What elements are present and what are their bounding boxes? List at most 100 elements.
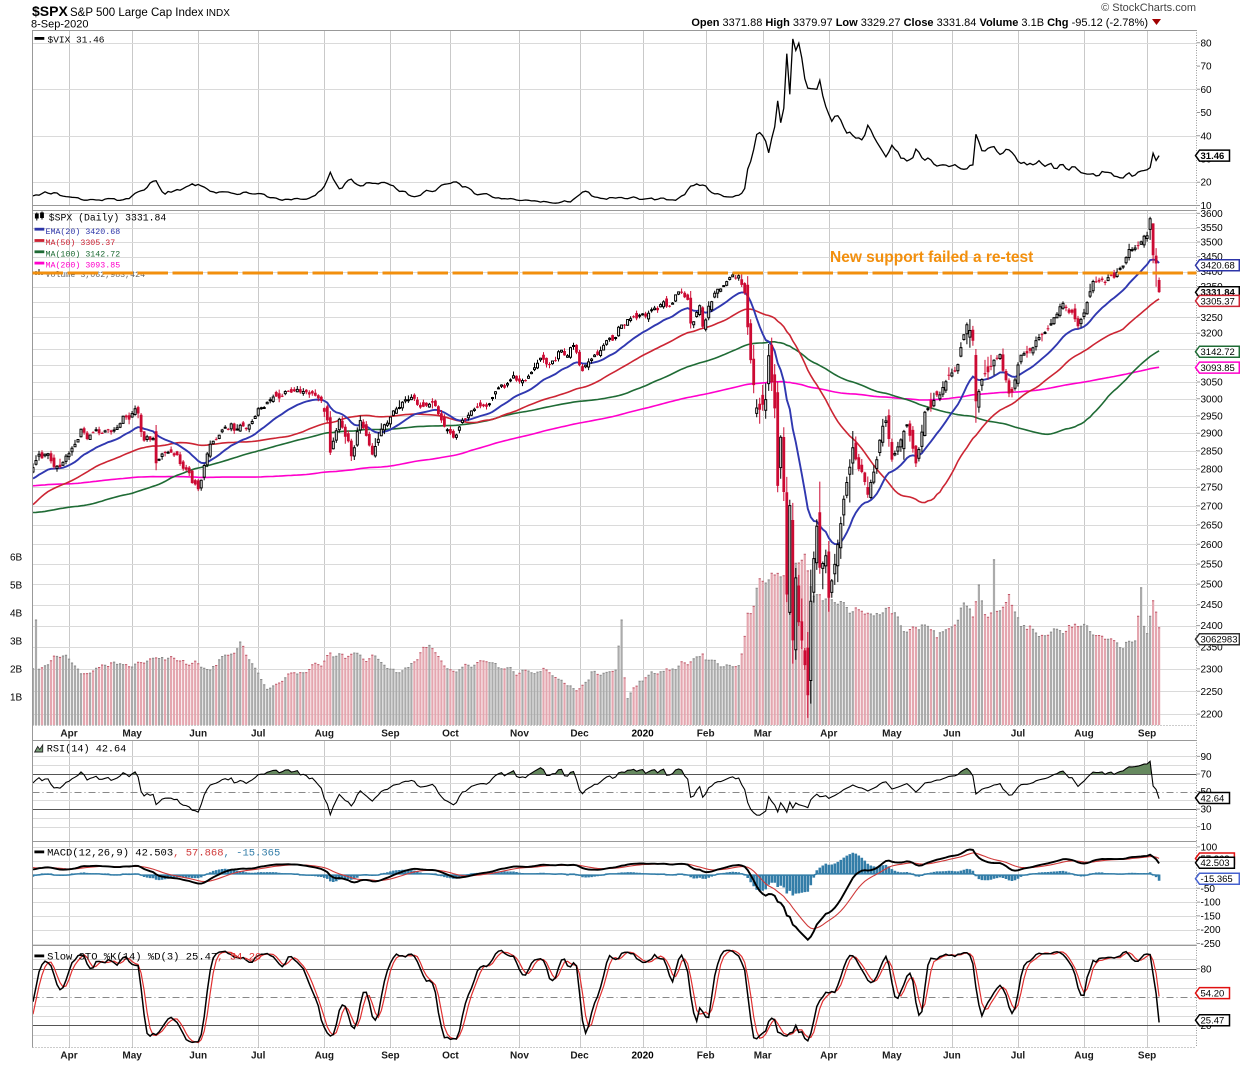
svg-text:$SPX: $SPX [32, 3, 68, 19]
svg-text:2600: 2600 [1201, 540, 1224, 551]
svg-text:90: 90 [1201, 752, 1213, 763]
svg-text:-50: -50 [1201, 884, 1216, 895]
svg-text:S&P 500 Large Cap Index: S&P 500 Large Cap Index [70, 7, 204, 19]
svg-text:2400: 2400 [1201, 621, 1224, 632]
svg-text:Sep: Sep [381, 729, 399, 740]
svg-text:3250: 3250 [1201, 313, 1224, 324]
svg-text:MACD(12,26,9) 42.503, 57.868,: MACD(12,26,9) 42.503, 57.868, -15.365 [47, 848, 280, 860]
svg-text:Jul: Jul [1011, 1051, 1026, 1062]
svg-text:Slow STO %K(14) %D(3) 25.47, 5: Slow STO %K(14) %D(3) 25.47, 54.20 [47, 952, 261, 964]
svg-text:May: May [122, 1051, 142, 1062]
svg-text:Sep: Sep [1138, 1051, 1156, 1062]
svg-text:3142.72: 3142.72 [1201, 347, 1235, 358]
svg-text:Open 3371.88 High 3379.97 Low: Open 3371.88 High 3379.97 Low 3329.27 Cl… [691, 17, 1148, 29]
svg-text:70: 70 [1201, 62, 1213, 73]
svg-text:-150: -150 [1201, 911, 1221, 922]
svg-text:MA(200) 3093.85: MA(200) 3093.85 [46, 261, 121, 271]
svg-text:30: 30 [1201, 805, 1213, 816]
svg-text:3305.37: 3305.37 [1201, 296, 1235, 307]
svg-text:RSI(14) 42.64: RSI(14) 42.64 [47, 744, 126, 756]
svg-text:60: 60 [1201, 85, 1213, 96]
svg-text:Jun: Jun [943, 729, 961, 740]
svg-text:8-Sep-2020: 8-Sep-2020 [31, 19, 89, 31]
svg-text:2350: 2350 [1201, 643, 1224, 654]
svg-text:$VIX 31.46: $VIX 31.46 [48, 35, 105, 46]
svg-text:3550: 3550 [1201, 223, 1224, 234]
svg-text:1B: 1B [10, 693, 23, 704]
svg-text:May: May [882, 1051, 902, 1062]
svg-text:Oct: Oct [442, 1051, 459, 1062]
svg-text:6B: 6B [10, 553, 23, 564]
svg-text:© StockCharts.com: © StockCharts.com [1101, 2, 1196, 14]
svg-text:May: May [882, 729, 902, 740]
svg-text:Aug: Aug [315, 729, 334, 740]
svg-text:Dec: Dec [570, 729, 589, 740]
svg-text:Feb: Feb [697, 729, 715, 740]
svg-text:Nov: Nov [510, 729, 529, 740]
svg-text:3062983: 3062983 [1201, 635, 1238, 646]
svg-text:2950: 2950 [1201, 411, 1224, 422]
svg-text:Jul: Jul [251, 1051, 266, 1062]
svg-text:80: 80 [1201, 964, 1213, 975]
svg-text:3200: 3200 [1201, 329, 1224, 340]
svg-text:2850: 2850 [1201, 446, 1224, 457]
svg-text:2800: 2800 [1201, 464, 1224, 475]
svg-text:3400: 3400 [1201, 267, 1224, 278]
svg-text:Mar: Mar [754, 729, 772, 740]
svg-text:25.47: 25.47 [1201, 1016, 1225, 1027]
svg-text:Jul: Jul [251, 729, 266, 740]
svg-text:Mar: Mar [754, 1051, 772, 1062]
svg-text:-200: -200 [1201, 925, 1221, 936]
svg-text:2650: 2650 [1201, 520, 1224, 531]
svg-text:2020: 2020 [631, 729, 654, 740]
svg-text:20: 20 [1201, 178, 1213, 189]
svg-text:40: 40 [1201, 131, 1213, 142]
svg-text:MA(100) 3142.72: MA(100) 3142.72 [46, 249, 121, 259]
svg-text:3600: 3600 [1201, 209, 1224, 220]
svg-text:70: 70 [1201, 770, 1213, 781]
svg-text:MA(50) 3305.37: MA(50) 3305.37 [46, 238, 116, 248]
svg-text:3000: 3000 [1201, 394, 1224, 405]
svg-text:-100: -100 [1201, 898, 1221, 909]
svg-text:2300: 2300 [1201, 664, 1224, 675]
svg-text:3093.85: 3093.85 [1201, 363, 1235, 374]
svg-text:Dec: Dec [570, 1051, 589, 1062]
svg-text:50: 50 [1201, 108, 1213, 119]
svg-text:2250: 2250 [1201, 687, 1224, 698]
svg-text:Jun: Jun [189, 1051, 207, 1062]
svg-text:$SPX (Daily) 3331.84: $SPX (Daily) 3331.84 [49, 213, 167, 224]
svg-text:EMA(20) 3420.68: EMA(20) 3420.68 [46, 227, 121, 237]
svg-text:-250: -250 [1201, 939, 1221, 950]
svg-text:Apr: Apr [60, 729, 77, 740]
svg-text:10: 10 [1201, 201, 1213, 212]
svg-text:Feb: Feb [697, 1051, 715, 1062]
svg-text:2020: 2020 [631, 1051, 654, 1062]
svg-text:Apr: Apr [820, 729, 837, 740]
svg-text:3331.84: 3331.84 [1201, 288, 1236, 299]
svg-text:Apr: Apr [60, 1051, 77, 1062]
svg-text:Jun: Jun [189, 729, 207, 740]
svg-text:Aug: Aug [1074, 729, 1093, 740]
svg-text:INDX: INDX [206, 8, 230, 19]
svg-text:31.46: 31.46 [1201, 151, 1225, 162]
svg-text:3450: 3450 [1201, 252, 1224, 263]
svg-text:42.64: 42.64 [1201, 793, 1225, 804]
svg-text:54.20: 54.20 [1201, 989, 1225, 1000]
svg-text:3500: 3500 [1201, 238, 1224, 249]
svg-text:2B: 2B [10, 665, 23, 676]
svg-text:4B: 4B [10, 609, 23, 620]
svg-text:Volume 3,062,983,424: Volume 3,062,983,424 [46, 270, 146, 280]
svg-text:100: 100 [1201, 842, 1218, 853]
svg-text:2550: 2550 [1201, 560, 1224, 571]
svg-text:2700: 2700 [1201, 501, 1224, 512]
svg-text:New support failed a re-test: New support failed a re-test [830, 249, 1033, 266]
svg-text:10: 10 [1201, 822, 1213, 833]
svg-text:-15.365: -15.365 [1201, 874, 1233, 885]
svg-text:Sep: Sep [381, 1051, 399, 1062]
svg-text:Sep: Sep [1138, 729, 1156, 740]
svg-text:3050: 3050 [1201, 378, 1224, 389]
svg-text:3B: 3B [10, 637, 23, 648]
svg-text:Aug: Aug [1074, 1051, 1093, 1062]
svg-text:42.503: 42.503 [1201, 858, 1230, 869]
svg-text:2750: 2750 [1201, 483, 1224, 494]
